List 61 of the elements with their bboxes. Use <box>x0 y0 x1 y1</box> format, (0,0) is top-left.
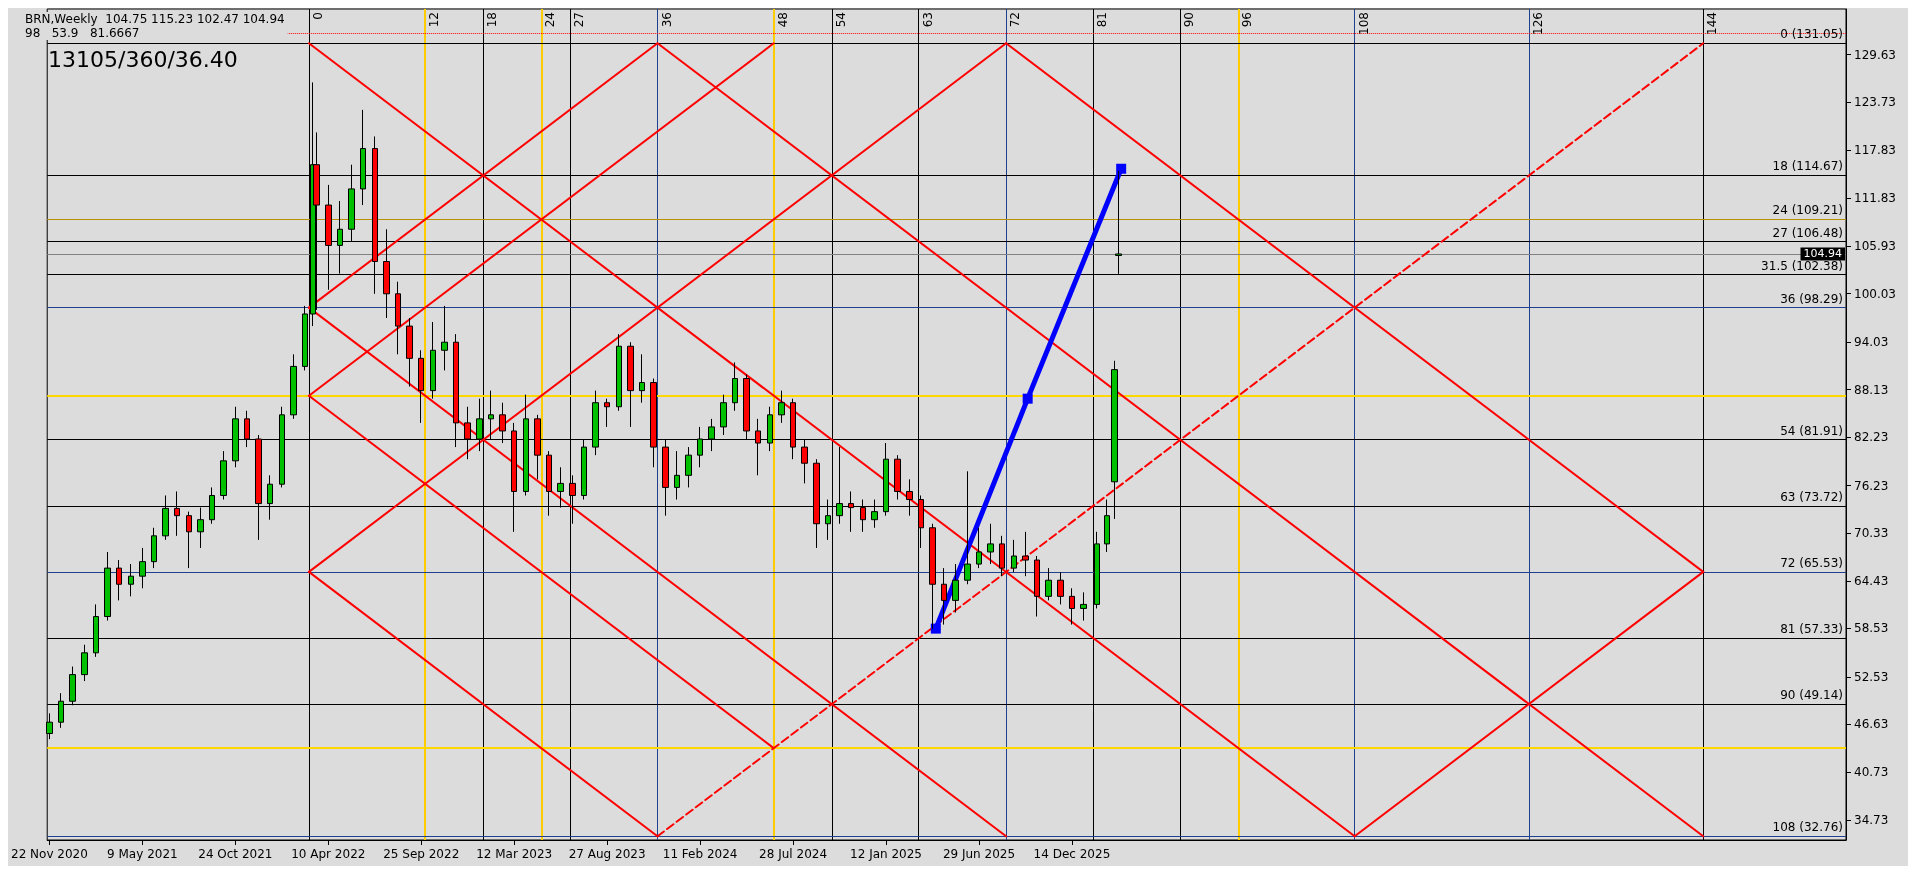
x-tick-label: 22 Nov 2020 <box>11 847 88 861</box>
x-tick-label: 12 Mar 2023 <box>476 847 553 861</box>
ref-line-label: 54 (81.91) <box>1780 423 1843 438</box>
y-tick-label: 111.83 <box>1854 191 1896 206</box>
ref-line-label: 48 <box>775 12 790 28</box>
ref-line-label: 81 (57.33) <box>1780 622 1843 637</box>
ref-line-label: 31.5 (102.38) <box>1761 258 1843 273</box>
ref-line-label: 96 <box>1240 12 1255 28</box>
ref-line-label: 18 (114.67) <box>1772 159 1843 174</box>
y-tick-label: 105.93 <box>1854 238 1896 253</box>
ref-line-label: 0 <box>310 12 325 20</box>
ref-line-label: 27 (106.48) <box>1772 225 1843 240</box>
ref-line-label: 104.94 <box>1803 247 1842 261</box>
x-tick-label: 24 Oct 2021 <box>198 847 273 861</box>
y-tick-label: 76.23 <box>1854 478 1889 493</box>
ref-line-label: 63 (73.72) <box>1780 489 1843 504</box>
annotation: 13105/360/36.40 <box>48 46 238 72</box>
ref-line-label: 18 <box>485 12 500 28</box>
x-tick-label: 11 Feb 2024 <box>662 847 738 861</box>
x-tick-label: 14 Dec 2025 <box>1033 847 1111 861</box>
y-tick-label: 34.73 <box>1854 813 1889 828</box>
ref-line-label: 24 <box>543 12 558 28</box>
chart-title: BRN,Weekly 104.75 115.23 102.47 104.94 <box>25 12 285 26</box>
ref-line-label: 126 <box>1530 12 1545 35</box>
ref-line-label: 54 <box>833 12 848 28</box>
ref-line-label: 81 <box>1094 12 1109 28</box>
ref-line-label: 144 <box>1705 12 1720 35</box>
y-tick-label: 58.53 <box>1854 621 1889 636</box>
y-tick-label: 123.73 <box>1854 95 1896 110</box>
y-tick-label: 40.73 <box>1854 764 1889 779</box>
x-tick-label: 9 May 2021 <box>107 847 178 861</box>
ref-line-label: 72 <box>1008 12 1023 28</box>
x-tick-label: 25 Sep 2022 <box>383 847 460 861</box>
ref-line-label: 72 (65.53) <box>1780 555 1843 570</box>
ref-line-label: 27 <box>572 12 587 28</box>
x-tick-label: 27 Aug 2023 <box>568 847 646 861</box>
ref-line-label: 108 <box>1356 12 1371 35</box>
text: 98 53.9 81.6667 <box>25 26 140 40</box>
y-tick-label: 64.43 <box>1854 573 1889 588</box>
y-tick-label: 82.23 <box>1854 430 1889 445</box>
ref-line-label: 36 (98.29) <box>1780 291 1843 306</box>
x-tick-label: 12 Jan 2025 <box>850 847 922 861</box>
ref-line-label: 0 (131.05) <box>1780 27 1843 42</box>
y-tick-label: 100.03 <box>1854 286 1896 301</box>
ref-line-label: 90 <box>1182 12 1197 28</box>
y-tick-label: 52.53 <box>1854 669 1889 684</box>
y-tick-label: 129.63 <box>1854 47 1896 62</box>
ref-line-label: 63 <box>920 12 935 28</box>
y-tick-label: 46.63 <box>1854 717 1889 732</box>
y-tick-label: 88.13 <box>1854 382 1889 397</box>
y-tick-label: 117.83 <box>1854 142 1896 157</box>
ref-line-label: 12 <box>427 12 442 28</box>
ref-line-label: 108 (32.76) <box>1772 820 1843 835</box>
x-tick-label: 29 Jun 2025 <box>942 847 1016 861</box>
y-tick-label: 94.03 <box>1854 334 1889 349</box>
ref-line-label: 24 (109.21) <box>1772 203 1843 218</box>
ref-line-label: 90 (49.14) <box>1780 688 1843 703</box>
y-tick-label: 70.33 <box>1854 526 1889 541</box>
x-tick-label: 10 Apr 2022 <box>291 847 366 861</box>
ref-line-label: 36 <box>659 12 674 28</box>
x-tick-label: 28 Jul 2024 <box>759 847 828 861</box>
